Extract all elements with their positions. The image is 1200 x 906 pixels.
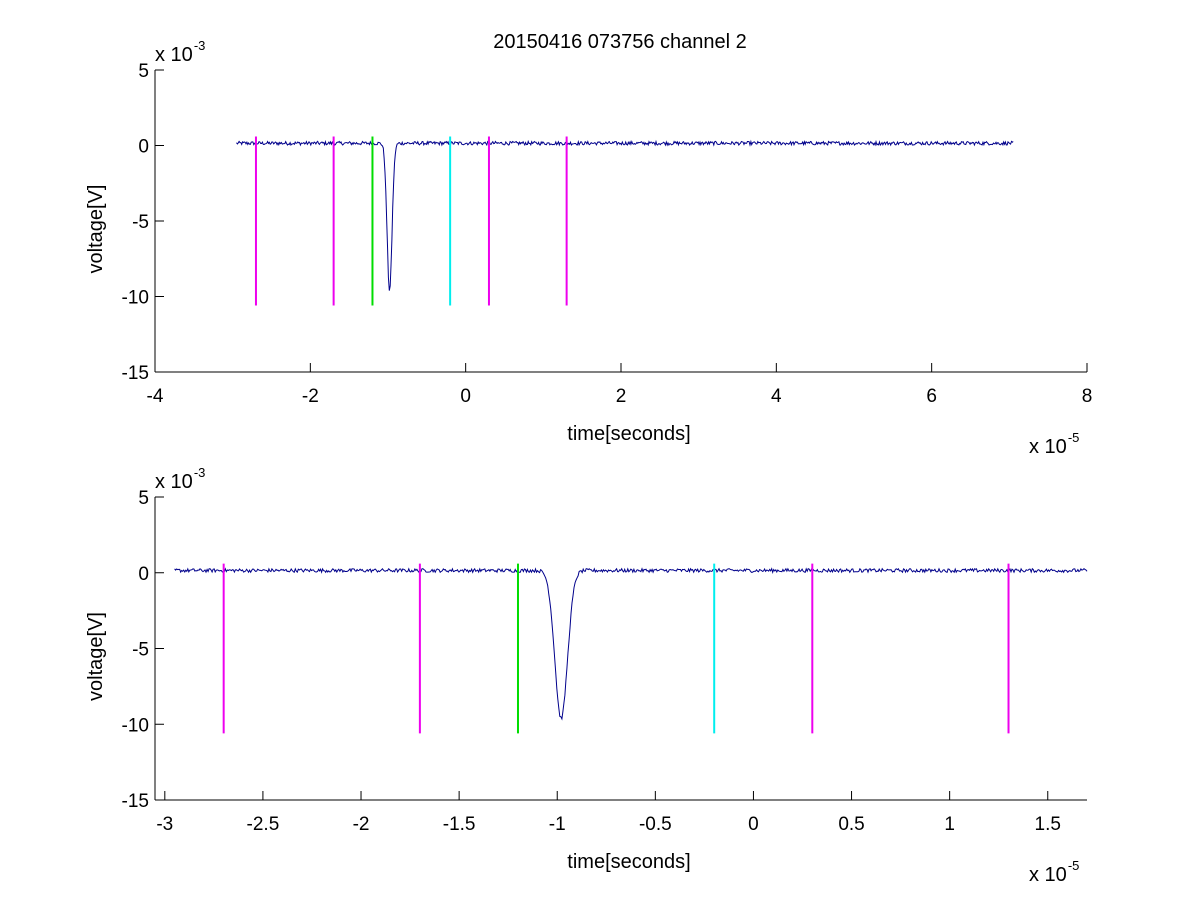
x-axis-label: time[seconds]: [567, 851, 690, 873]
x-axis-label: time[seconds]: [567, 423, 690, 445]
x-exponent-label: x 10-5: [1029, 858, 1079, 886]
y-tick-label: -5: [132, 212, 149, 233]
x-tick-label: -0.5: [639, 814, 672, 835]
y-tick-label: 0: [138, 137, 149, 158]
x-tick-label: 0: [460, 386, 471, 407]
x-tick-label: -2: [353, 814, 370, 835]
y-tick-label: -10: [122, 715, 149, 736]
x-tick-label: 1.5: [1035, 814, 1061, 835]
signal-line: [174, 567, 1088, 721]
y-tick-label: -15: [122, 363, 149, 384]
y-tick-label: 5: [138, 61, 149, 82]
y-tick-label: -15: [122, 791, 149, 812]
x-tick-label: -2.5: [247, 814, 280, 835]
y-axis-label: voltage[V]: [85, 185, 107, 274]
x-tick-label: 0.5: [838, 814, 864, 835]
chart-title: 20150416 073756 channel 2: [493, 31, 747, 53]
bottom-axes: -3 -2.5 -2 -1.5 -1 -0.5 0 0.5 1 1.5 -15 -10 -5 0 5 time…: [85, 465, 1088, 886]
y-tick-label: -10: [122, 288, 149, 309]
signal-line: [236, 139, 1014, 291]
x-tick-label: 2: [616, 386, 627, 407]
x-tick-label: -3: [156, 814, 173, 835]
top-axes: -4 -2 0 2 4 6 8 -15 -10 -5 0 5 time[seconds] voltage[…: [85, 38, 1092, 458]
x-tick-label: -2: [302, 386, 319, 407]
x-tick-label: 0: [748, 814, 759, 835]
y-axis-label: voltage[V]: [85, 612, 107, 701]
x-tick-label: 1: [944, 814, 955, 835]
x-tick-label: -1: [549, 814, 566, 835]
x-tick-label: -1.5: [443, 814, 476, 835]
x-tick-label: 4: [771, 386, 782, 407]
x-tick-label: 6: [926, 386, 937, 407]
y-tick-label: 0: [138, 564, 149, 585]
x-tick-label: 8: [1082, 386, 1093, 407]
y-tick-label: -5: [132, 640, 149, 661]
y-exponent-label: x 10-3: [155, 38, 205, 66]
x-exponent-label: x 10-5: [1029, 430, 1079, 458]
y-exponent-label: x 10-3: [155, 465, 205, 493]
y-tick-label: 5: [138, 488, 149, 509]
x-tick-label: -4: [147, 386, 164, 407]
